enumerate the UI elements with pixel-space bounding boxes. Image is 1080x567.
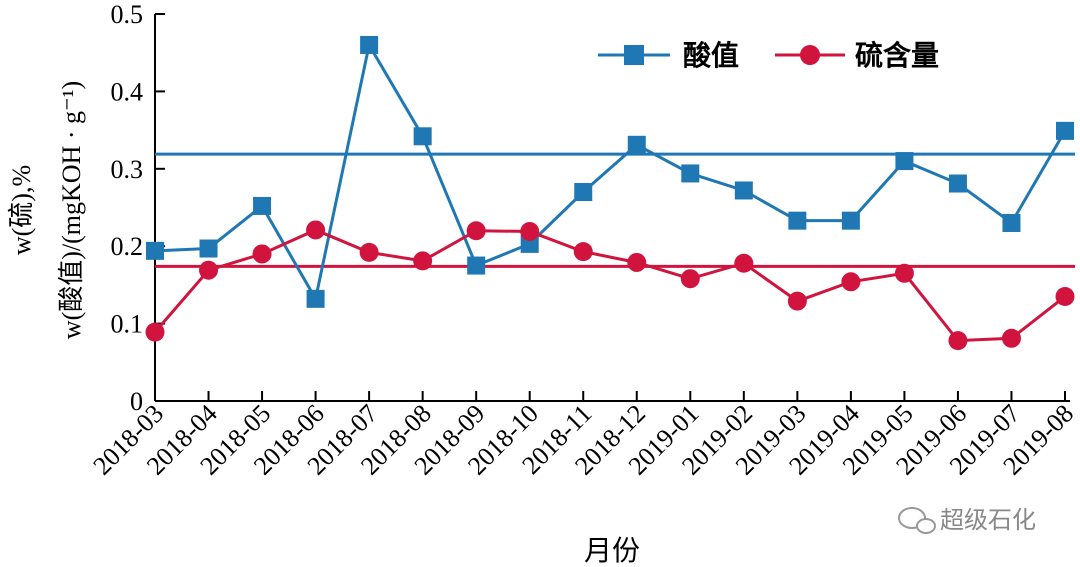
series: [145, 35, 1075, 351]
sulfur-content-point: [520, 221, 540, 241]
sulfur-content-point: [787, 291, 807, 311]
wechat-icon: [898, 507, 926, 529]
watermark: 超级石化: [898, 506, 1036, 534]
y-tick-label: 0.3: [111, 155, 144, 184]
legend-sulfur-label: 硫含量: [855, 39, 939, 72]
acid-value-point: [199, 239, 218, 258]
acid-value-point: [306, 289, 325, 308]
sulfur-content-point: [894, 263, 914, 283]
reference-lines: [155, 152, 1075, 268]
sulfur-content-point: [948, 331, 968, 351]
y-tick-label: 0.5: [111, 0, 144, 29]
legend-acid-label: 酸值: [683, 39, 739, 72]
sulfur-content-point: [252, 244, 272, 264]
acid-value-point: [1002, 213, 1021, 232]
x-ticks: 2018-032018-042018-052018-062018-072018-…: [87, 391, 1079, 481]
y-axis-title-sulfur: w(硫),%: [7, 165, 36, 255]
acid-value-point: [788, 211, 807, 230]
y-ticks: 0 0.1 0.2 0.3 0.4 0.5: [111, 0, 165, 416]
acid-value-point: [467, 256, 486, 275]
legend: 酸值 硫含量: [598, 39, 939, 72]
acid-value-point: [627, 135, 646, 154]
acid-value-point: [841, 211, 860, 230]
watermark-text: 超级石化: [940, 506, 1036, 534]
y-tick-label: 0.2: [111, 232, 144, 261]
sulfur-content-point: [627, 252, 647, 272]
y-tick-label: 0.4: [111, 77, 144, 106]
y-tick-label: 0.1: [111, 310, 144, 339]
legend-acid-marker: [624, 45, 644, 65]
sulfur-content-point: [734, 253, 754, 273]
acid-value-point: [734, 181, 753, 200]
sulfur-content-point: [466, 221, 486, 241]
sulfur-content-point: [1055, 287, 1075, 307]
acid-value-point: [895, 152, 914, 171]
y-tick-label: 0: [130, 387, 143, 416]
acid-value-point: [574, 183, 593, 202]
acid-value-point: [253, 196, 272, 215]
acid-value-point: [360, 35, 379, 54]
acid-value-point: [413, 127, 432, 146]
sulfur-content-point: [413, 251, 433, 271]
wechat-icon-small: [916, 518, 936, 534]
sulfur-content-point: [680, 269, 700, 289]
sulfur-content-point: [573, 242, 593, 262]
sulfur-content-point: [306, 220, 326, 240]
sulfur-content-point: [199, 260, 219, 280]
acid-value-point: [1056, 121, 1074, 140]
acid-value-point: [146, 241, 164, 260]
series-line: [154, 40, 1067, 303]
sulfur-content-point: [1001, 328, 1021, 348]
acid-value-point: [948, 174, 967, 193]
sulfur-content-point: [145, 322, 165, 342]
x-axis-title: 月份: [584, 534, 640, 567]
sulfur-content-point: [359, 242, 379, 262]
legend-sulfur-marker: [800, 45, 820, 65]
acid-value-point: [681, 164, 700, 183]
y-axis-title-acid: w(酸值)/(mgKOH · g⁻¹): [57, 81, 86, 339]
series-line: [153, 228, 1066, 343]
sulfur-content-point: [841, 272, 861, 292]
